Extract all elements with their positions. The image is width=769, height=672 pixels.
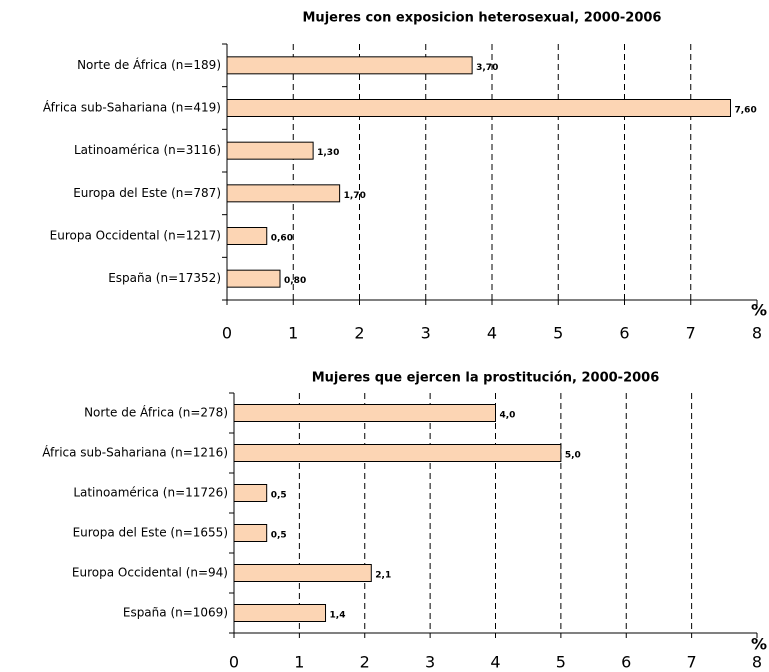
value-label: 0,5 xyxy=(271,531,287,541)
y-tick-label: Europa del Este (n=787) xyxy=(73,186,221,200)
y-tick-label: España (n=17352) xyxy=(108,271,221,285)
bar xyxy=(226,56,473,75)
x-tick-label: 2 xyxy=(354,324,364,343)
y-tick-label: Europa del Este (n=1655) xyxy=(73,526,228,540)
y-tick-label: Europa Occidental (n=1217) xyxy=(50,229,221,243)
x-tick-label: 3 xyxy=(425,653,435,672)
value-label: 2,1 xyxy=(375,571,391,581)
x-tick-label: 4 xyxy=(487,324,497,343)
x-tick-label: 6 xyxy=(619,324,629,343)
x-tick-label: 2 xyxy=(360,653,370,672)
x-tick-label: 5 xyxy=(553,324,563,343)
chart-title: Mujeres con exposicion heterosexual, 200… xyxy=(303,11,662,26)
x-tick-label: 0 xyxy=(229,653,239,672)
y-tick-label: Latinoamérica (n=3116) xyxy=(74,143,221,157)
y-tick-label: Latinoamérica (n=11726) xyxy=(73,486,228,500)
value-label: 1,4 xyxy=(330,611,346,621)
x-tick-label: 8 xyxy=(752,324,762,343)
x-tick-label: 6 xyxy=(621,653,631,672)
bar xyxy=(233,524,268,542)
bar xyxy=(233,604,327,622)
value-label: 1,30 xyxy=(317,148,339,158)
value-label: 4,0 xyxy=(500,411,516,421)
x-tick-label: 0 xyxy=(222,324,232,343)
bar xyxy=(226,227,268,245)
y-tick-label: Norte de África (n=189) xyxy=(77,57,221,72)
x-tick-label: 7 xyxy=(687,653,697,672)
value-label: 5,0 xyxy=(565,451,581,461)
x-tick-label: 5 xyxy=(556,653,566,672)
bar xyxy=(226,141,314,160)
x-axis-label: % xyxy=(751,635,767,654)
value-label: 3,70 xyxy=(476,63,498,73)
value-label: 1,70 xyxy=(344,191,366,201)
bar xyxy=(226,269,281,288)
chart-title: Mujeres que ejercen la prostitución, 200… xyxy=(312,371,660,386)
bar xyxy=(233,444,562,462)
x-tick-label: 7 xyxy=(686,324,696,343)
y-tick-label: Europa Occidental (n=94) xyxy=(72,566,228,580)
value-label: 0,80 xyxy=(284,276,306,286)
y-tick-label: África sub-Sahariana (n=1216) xyxy=(42,445,228,460)
x-tick-label: 1 xyxy=(288,324,298,343)
x-axis-label: % xyxy=(751,301,767,320)
x-tick-label: 8 xyxy=(752,653,762,672)
y-tick-label: África sub-Sahariana (n=419) xyxy=(43,100,221,115)
value-label: 0,60 xyxy=(271,234,293,244)
y-tick-label: España (n=1069) xyxy=(123,606,228,620)
value-label: 0,5 xyxy=(271,491,287,501)
x-tick-label: 3 xyxy=(421,324,431,343)
bar xyxy=(233,484,268,502)
value-label: 7,60 xyxy=(735,106,757,116)
x-tick-label: 1 xyxy=(294,653,304,672)
y-tick-label: Norte de África (n=278) xyxy=(84,405,228,420)
bar xyxy=(233,564,372,582)
bar xyxy=(226,184,341,203)
bar xyxy=(226,99,731,117)
x-tick-label: 4 xyxy=(490,653,500,672)
bar xyxy=(233,404,496,422)
